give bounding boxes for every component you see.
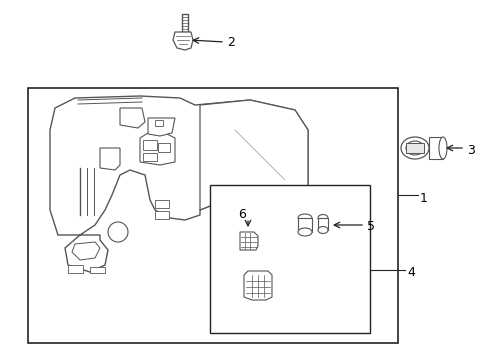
- Ellipse shape: [317, 215, 327, 221]
- Polygon shape: [173, 32, 193, 50]
- Bar: [405, 143, 423, 153]
- Ellipse shape: [297, 228, 311, 236]
- Bar: [297, 218, 311, 232]
- Polygon shape: [120, 108, 145, 128]
- Polygon shape: [100, 148, 120, 170]
- Ellipse shape: [405, 141, 423, 155]
- Bar: [155, 200, 169, 208]
- Text: 4: 4: [406, 266, 414, 279]
- Ellipse shape: [438, 137, 446, 159]
- Text: 1: 1: [419, 192, 427, 204]
- Bar: [142, 153, 157, 161]
- Bar: [317, 218, 327, 230]
- Ellipse shape: [400, 137, 428, 159]
- Bar: [182, 14, 187, 32]
- Bar: [158, 143, 170, 152]
- Ellipse shape: [297, 214, 311, 222]
- Bar: [155, 211, 169, 219]
- Bar: [428, 137, 442, 159]
- Bar: [68, 265, 83, 273]
- Bar: [142, 140, 157, 150]
- Polygon shape: [50, 96, 307, 272]
- Bar: [90, 267, 105, 273]
- Polygon shape: [148, 118, 175, 136]
- Text: 2: 2: [226, 36, 234, 49]
- Polygon shape: [200, 100, 307, 210]
- Bar: [209, 185, 369, 333]
- Bar: [155, 120, 163, 126]
- Circle shape: [108, 222, 128, 242]
- Text: 6: 6: [238, 207, 245, 220]
- Polygon shape: [140, 133, 175, 165]
- Polygon shape: [240, 232, 258, 250]
- Bar: [28, 88, 397, 343]
- Text: 3: 3: [466, 144, 474, 157]
- Polygon shape: [72, 242, 100, 260]
- Ellipse shape: [317, 226, 327, 234]
- Text: 5: 5: [366, 220, 374, 234]
- Polygon shape: [244, 271, 271, 300]
